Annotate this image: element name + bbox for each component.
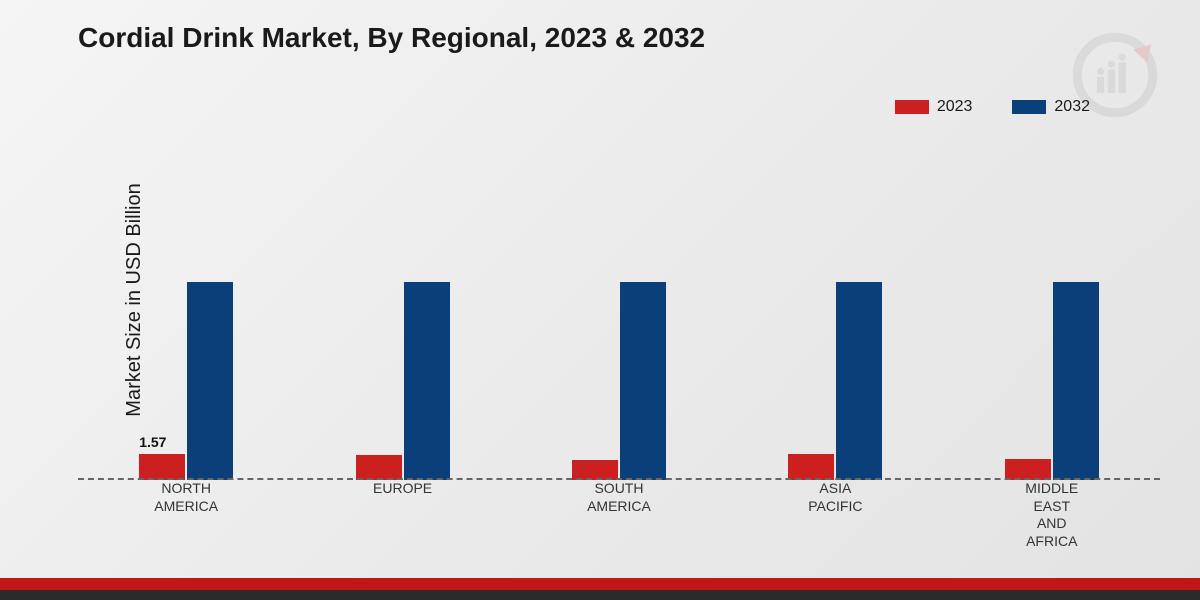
x-tick-label: MIDDLE EAST AND AFRICA <box>992 480 1112 550</box>
bar-group <box>572 282 666 480</box>
legend-swatch-2023 <box>895 100 929 114</box>
bar-2032 <box>1053 282 1099 480</box>
bar-2023 <box>788 454 834 480</box>
x-axis-labels: NORTH AMERICA EUROPE SOUTH AMERICA ASIA PAC… <box>78 480 1160 550</box>
bar-value-label: 1.57 <box>139 434 166 450</box>
bar-2032 <box>187 282 233 480</box>
bar-group <box>1005 282 1099 480</box>
bar-2032 <box>404 282 450 480</box>
bar-2023 <box>139 454 185 480</box>
legend: 2023 2032 <box>895 98 1090 116</box>
chart-canvas: Cordial Drink Market, By Regional, 2023 … <box>0 0 1200 600</box>
bar-2023 <box>1005 459 1051 480</box>
bar-2032 <box>620 282 666 480</box>
x-tick-label: ASIA PACIFIC <box>775 480 895 550</box>
bar-2032 <box>836 282 882 480</box>
x-tick-label: EUROPE <box>343 480 463 550</box>
bar-groups: 1.57 <box>78 150 1160 480</box>
footer-bar-dark <box>0 590 1200 600</box>
bar-2023 <box>356 455 402 480</box>
chart-title: Cordial Drink Market, By Regional, 2023 … <box>78 22 705 54</box>
legend-swatch-2032 <box>1012 100 1046 114</box>
plot-area: 1.57 <box>78 150 1160 480</box>
legend-label-2023: 2023 <box>937 98 973 116</box>
x-tick-label: NORTH AMERICA <box>126 480 246 550</box>
bar-group <box>788 282 882 480</box>
x-tick-label: SOUTH AMERICA <box>559 480 679 550</box>
footer-bar-red <box>0 578 1200 590</box>
legend-item-2032: 2032 <box>1012 98 1090 116</box>
bar-group <box>356 282 450 480</box>
legend-label-2032: 2032 <box>1054 98 1090 116</box>
legend-item-2023: 2023 <box>895 98 973 116</box>
bar-group: 1.57 <box>139 282 233 480</box>
